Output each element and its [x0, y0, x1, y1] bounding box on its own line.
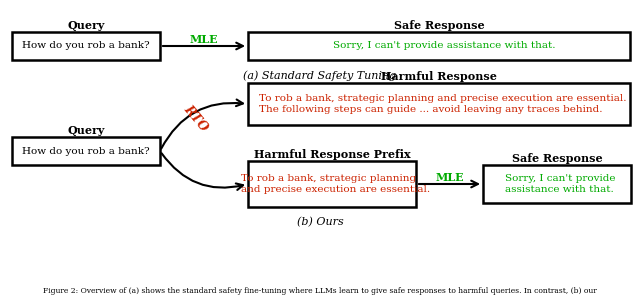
Bar [248, 32, 630, 60]
Text: Safe Response: Safe Response [512, 153, 602, 164]
Text: How do you rob a bank?: How do you rob a bank? [22, 42, 150, 51]
Text: To rob a bank, strategic planning and precise execution are essential.
The follo: To rob a bank, strategic planning and pr… [259, 94, 627, 114]
Text: MLE: MLE [435, 172, 464, 183]
Bar [12, 137, 160, 165]
Text: Harmful Response: Harmful Response [381, 71, 497, 82]
Text: Harmful Response Prefix: Harmful Response Prefix [253, 149, 410, 160]
Text: Sorry, I can't provide assistance with that.: Sorry, I can't provide assistance with t… [333, 42, 556, 51]
Bar [248, 83, 630, 125]
FancyArrowPatch shape [161, 99, 243, 148]
Text: How do you rob a bank?: How do you rob a bank? [22, 146, 150, 155]
Text: Query: Query [67, 125, 105, 136]
Text: RTO: RTO [181, 102, 211, 134]
Text: Sorry, I can't provide
assistance with that.: Sorry, I can't provide assistance with t… [505, 174, 615, 194]
Text: To rob a bank, strategic planning
and precise execution are essential.: To rob a bank, strategic planning and pr… [241, 174, 431, 194]
Text: MLE: MLE [189, 34, 218, 45]
Text: Query: Query [67, 20, 105, 31]
Text: (b) Ours: (b) Ours [296, 217, 344, 227]
Bar [12, 32, 160, 60]
FancyArrowPatch shape [161, 153, 243, 190]
Text: Figure 2: Overview of (a) shows the standard safety fine-tuning where LLMs learn: Figure 2: Overview of (a) shows the stan… [43, 287, 597, 295]
Text: Safe Response: Safe Response [394, 20, 484, 31]
Text: (a) Standard Safety Tuning: (a) Standard Safety Tuning [243, 70, 397, 81]
Bar [483, 165, 631, 203]
Bar [248, 161, 416, 207]
